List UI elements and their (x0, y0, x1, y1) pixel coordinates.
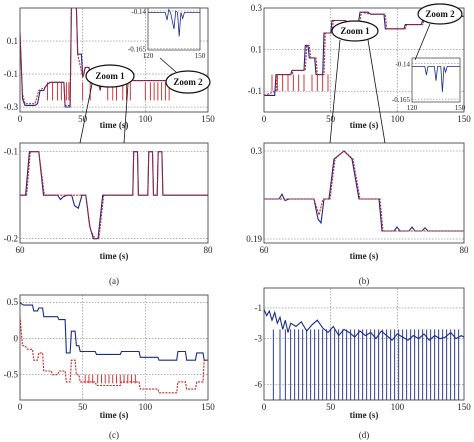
x-tick-label: 50 (326, 114, 336, 124)
series-line-1 (20, 151, 208, 240)
x-tick-label: 100 (391, 114, 405, 124)
x-tick-label: 120 (407, 104, 418, 112)
y-tick-label: -0.165 (392, 96, 411, 104)
panel-a-zoom2-inset: 120 150 -0.14 -0.165 (128, 7, 206, 60)
y-tick-label: -6 (255, 380, 263, 390)
x-tick-label: 50 (78, 114, 88, 124)
x-tick-label: 150 (201, 402, 215, 412)
zoom1-label-a: Zoom 1 (95, 71, 125, 81)
x-tick-label: 150 (201, 114, 215, 124)
x-axis-label: time (s) (100, 120, 129, 130)
zoom1-leader-a2 (123, 83, 129, 144)
y-tick-label: -0.165 (128, 46, 147, 54)
x-tick-label: 0 (18, 114, 23, 124)
plot-frame (263, 142, 465, 244)
y-tick-label: -0.2 (4, 234, 18, 244)
x-tick-label: 0 (18, 402, 23, 412)
panel-b-callouts: Zoom 1 Zoom 2 (329, 3, 463, 144)
plot-frame (19, 294, 209, 401)
panel-b-zoom1-chart: 60 80 0.3 0.19 time (s) (b) (246, 142, 470, 286)
panel-caption: (d) (359, 430, 370, 440)
y-tick-label: 0.1 (251, 45, 262, 55)
zoom1-ellipse-b (331, 20, 379, 42)
x-tick-label: 80 (460, 245, 470, 255)
x-tick-label: 100 (391, 402, 405, 412)
panel-a-zoom1-chart: 60 80 -0.1 -0.2 time (s) (a) (4, 142, 214, 286)
series-line-1 (20, 8, 208, 106)
series-line-0 (412, 66, 460, 93)
panel-a-callouts: Zoom 1 Zoom 2 (79, 57, 211, 144)
plot-area (264, 309, 464, 400)
plot-area (264, 150, 464, 232)
series-line-0 (264, 309, 464, 341)
y-tick-label: 0.19 (246, 234, 262, 244)
zoom2-ellipse-b (417, 3, 463, 25)
y-tick-label: 0.3 (251, 146, 263, 156)
x-tick-label: 150 (455, 104, 466, 112)
plot-area (20, 8, 208, 108)
x-axis-label: time (s) (350, 251, 379, 261)
y-tick-label: -0.14 (131, 8, 146, 16)
zoom1-leader-b1 (329, 39, 341, 144)
plot-frame (147, 7, 201, 51)
plot-area (148, 8, 200, 37)
y-tick-label: -3 (255, 334, 263, 344)
x-axis-label: time (s) (350, 120, 379, 130)
y-tick-label: -0.1 (4, 147, 18, 157)
y-tick-label: 0 (14, 333, 19, 343)
x-tick-label: 50 (326, 402, 336, 412)
y-tick-label: -0.14 (395, 61, 410, 69)
panel-d-chart: 0 50 100 150 -1 -3 -6 time (s) (d) (255, 287, 471, 440)
series-line-0 (20, 301, 208, 361)
y-tick-label: -0.3 (4, 102, 19, 112)
zoom2-leader-b (414, 23, 431, 61)
plot-area (20, 301, 208, 394)
x-tick-label: 50 (78, 402, 88, 412)
y-tick-label: -0.1 (248, 86, 262, 96)
panel-caption: (b) (359, 276, 370, 286)
panel-caption: (a) (109, 276, 119, 286)
zoom1-leader-a1 (79, 83, 93, 144)
x-tick-label: 60 (260, 245, 270, 255)
zoom2-ellipse-a (165, 70, 211, 94)
plot-area (20, 151, 208, 240)
y-tick-label: 0.1 (7, 36, 18, 46)
zoom1-label-b: Zoom 1 (340, 26, 370, 36)
plot-frame (19, 142, 209, 244)
zoom1-ellipse-a (85, 64, 135, 88)
y-tick-label: 0.3 (251, 3, 263, 13)
plot-area (412, 66, 460, 93)
series-line-0 (20, 8, 208, 108)
y-tick-label: -0.5 (4, 370, 19, 380)
y-tick-label: -1 (255, 303, 263, 313)
x-tick-label: 0 (262, 402, 267, 412)
zoom2-leader-a (159, 57, 177, 73)
x-axis-label: time (s) (100, 410, 129, 420)
x-tick-label: 100 (139, 114, 153, 124)
x-tick-label: 80 (204, 245, 214, 255)
x-axis-label: time (s) (100, 251, 129, 261)
x-tick-label: 100 (139, 402, 153, 412)
panel-caption: (c) (109, 430, 119, 440)
zoom1-leader-b2 (367, 39, 386, 144)
x-tick-label: 150 (195, 52, 206, 60)
panel-b-zoom2-inset: 120 150 -0.14 -0.165 (392, 57, 466, 112)
x-tick-label: 120 (143, 52, 154, 60)
y-tick-label: 0.5 (7, 297, 19, 307)
x-tick-label: 150 (457, 402, 471, 412)
zoom2-label-a: Zoom 2 (173, 77, 203, 87)
series-line-0 (148, 8, 200, 37)
zoom2-label-b: Zoom 2 (425, 9, 455, 19)
x-tick-label: 0 (262, 114, 267, 124)
series-line-1 (20, 316, 208, 394)
x-tick-label: 60 (16, 245, 26, 255)
panel-c-chart: 0 50 100 150 0.5 0 -0.5 time (s) (c) (4, 294, 215, 440)
x-axis-label: time (s) (350, 410, 379, 420)
plot-frame (263, 287, 465, 401)
y-tick-label: -0.1 (4, 69, 18, 79)
x-tick-label: 150 (457, 114, 471, 124)
